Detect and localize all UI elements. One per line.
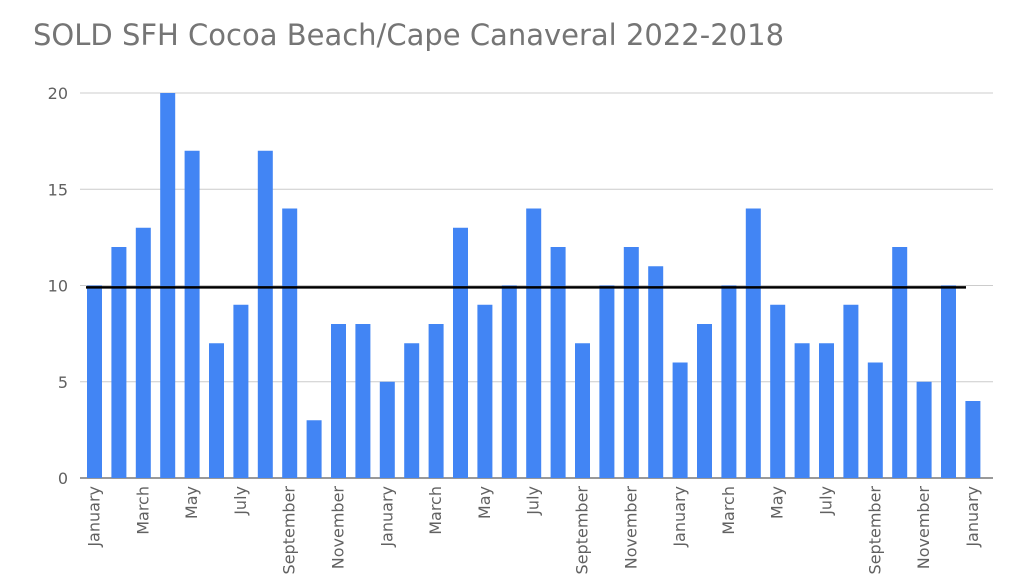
bar (331, 324, 346, 478)
x-tick-label: January (670, 486, 689, 548)
bar (672, 362, 688, 478)
x-tick-label: January (963, 486, 982, 548)
x-tick-label: November (914, 486, 933, 570)
bar (257, 150, 273, 478)
x-tick-label: July (817, 486, 836, 516)
bar (892, 247, 908, 478)
bar (209, 343, 224, 478)
bar (648, 266, 664, 478)
bar (404, 343, 420, 478)
x-tick-label: May (768, 486, 787, 519)
bar (428, 324, 444, 478)
y-tick-label: 10 (48, 277, 68, 296)
bar (941, 285, 956, 478)
x-tick-label: November (621, 486, 640, 570)
x-tick-label: September (865, 486, 884, 575)
bar (843, 304, 859, 478)
y-tick-label: 5 (58, 373, 68, 392)
bar (111, 247, 127, 478)
x-tick-label: July (524, 486, 543, 516)
x-tick-label: May (475, 486, 494, 519)
bar (575, 343, 590, 478)
bar (160, 93, 176, 478)
bar (477, 304, 493, 478)
bar (794, 343, 810, 478)
bar (721, 285, 737, 478)
x-tick-label: January (377, 486, 396, 548)
bar (184, 150, 200, 478)
y-tick-label: 20 (48, 84, 68, 103)
y-tick-label: 0 (58, 469, 68, 488)
bar (965, 401, 981, 478)
x-tick-label: September (573, 486, 592, 575)
bar (526, 208, 542, 478)
bar (282, 208, 298, 478)
bar (306, 420, 322, 478)
bar (867, 362, 883, 478)
bar (745, 208, 761, 478)
bar (770, 304, 786, 478)
bar-series (87, 93, 981, 478)
bar (379, 381, 395, 478)
x-tick-label: March (426, 486, 445, 535)
bar (453, 227, 468, 478)
bar (599, 285, 615, 478)
bar (819, 343, 834, 478)
x-tick-label: March (133, 486, 152, 535)
x-tick-label: May (182, 486, 201, 519)
bar (697, 324, 712, 478)
x-tick-label: September (280, 486, 299, 575)
bar (550, 247, 566, 478)
bar (135, 227, 151, 478)
bar (87, 285, 102, 478)
bar (916, 381, 932, 478)
x-tick-label: November (329, 486, 348, 570)
bar (233, 304, 249, 478)
x-tick-label: July (231, 486, 250, 516)
y-tick-label: 15 (48, 180, 68, 199)
x-tick-label: March (719, 486, 738, 535)
bar (501, 285, 517, 478)
bar (623, 247, 639, 478)
y-axis-ticks: 0 5 10 15 20 (48, 84, 68, 488)
x-tick-label: January (85, 486, 104, 548)
bar (355, 324, 371, 478)
chart-title: SOLD SFH Cocoa Beach/Cape Canaveral 2022… (33, 18, 785, 52)
x-axis-ticks: January March May July September November Janu… (85, 486, 982, 575)
